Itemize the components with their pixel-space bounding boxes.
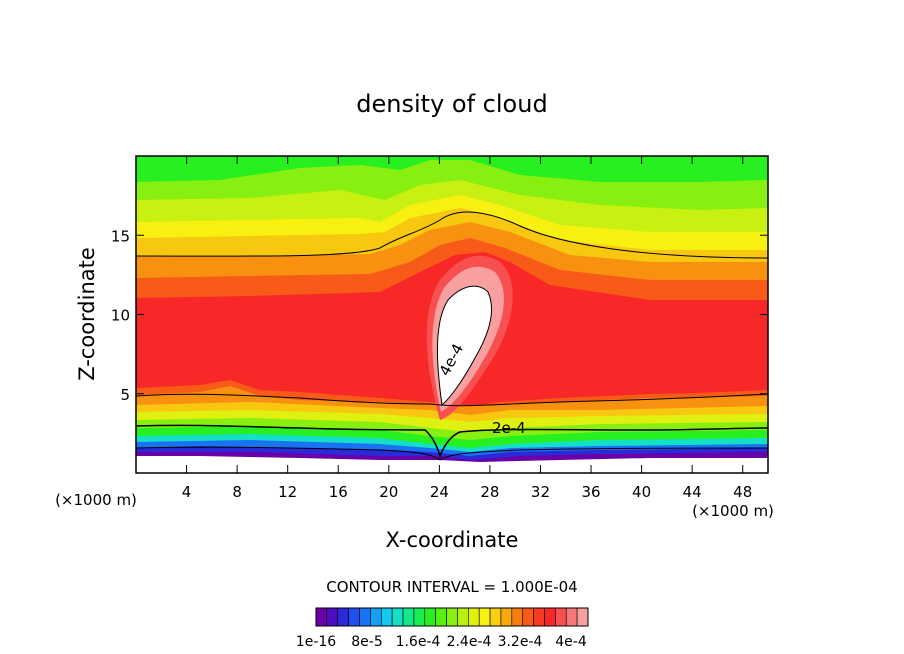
x-axis-label: X-coordinate: [386, 528, 519, 552]
x-tick-label: 8: [232, 483, 242, 501]
colorbar-swatch: [337, 607, 349, 627]
colorbar-swatch: [544, 607, 556, 627]
colorbar-swatch: [380, 607, 393, 627]
x-tick-label: 48: [733, 483, 752, 501]
colorbar-label: 4e-4: [555, 634, 587, 650]
colorbar-label: 3.2e-4: [498, 634, 543, 650]
colorbar-swatch: [511, 607, 524, 627]
colorbar-swatch: [435, 607, 447, 627]
colorbar-swatch: [576, 607, 589, 627]
x-tick-label: 4: [182, 483, 192, 501]
contour-field: [136, 156, 768, 473]
colorbar-swatch: [402, 607, 415, 627]
x-tick-label: 28: [480, 483, 499, 501]
core-white-contour: [436, 285, 493, 406]
x-tick-label: 44: [683, 483, 702, 501]
x-tick-label: 40: [632, 483, 651, 501]
colorbar-swatch: [478, 607, 491, 627]
colorbar-swatch: [555, 607, 567, 627]
colorbar-swatch: [533, 607, 545, 627]
colorbar-swatch: [391, 607, 404, 627]
contour-line-middle: [136, 393, 768, 407]
contour-line-lower: [136, 446, 768, 461]
y-tick-label: 15: [111, 227, 130, 245]
y-axis-ticks: 5 10 15: [111, 227, 768, 404]
contour-interval-text: CONTOUR INTERVAL = 1.000E-04: [326, 578, 577, 596]
y-tick-label: 10: [111, 307, 130, 325]
y-axis-label: Z-coordinate: [75, 247, 99, 381]
band-bottom-white: [136, 456, 768, 473]
colorbar-swatch: [489, 607, 502, 627]
x-tick-label: 36: [581, 483, 600, 501]
colorbar-swatch: [348, 607, 360, 627]
colorbar: [315, 607, 589, 627]
colorbar-swatch: [315, 607, 328, 627]
colorbar-swatch: [359, 607, 371, 627]
colorbar-swatch: [370, 607, 382, 627]
contour-line-upper: [136, 211, 768, 259]
x-tick-label: 24: [430, 483, 449, 501]
colorbar-swatch: [565, 607, 578, 627]
x-unit-right: (×1000 m): [692, 502, 774, 520]
colorbar-swatch: [468, 607, 480, 627]
x-unit-left: (×1000 m): [55, 491, 137, 509]
colorbar-label: 8e-5: [351, 634, 382, 650]
x-tick-label: 16: [329, 483, 348, 501]
colorbar-labels: 1e-16 8e-5 1.6e-4 2.4e-4 3.2e-4 4e-4: [296, 634, 587, 650]
x-tick-label: 32: [531, 483, 550, 501]
colorbar-swatch: [413, 607, 426, 627]
colorbar-swatch: [500, 607, 513, 627]
colorbar-swatch: [522, 607, 534, 627]
colorbar-swatch: [424, 607, 436, 627]
colorbar-swatch: [446, 607, 458, 627]
y-tick-label: 5: [120, 386, 130, 404]
chart-title: density of cloud: [356, 90, 547, 118]
x-tick-label: 20: [379, 483, 398, 501]
contour-line-2e-4: [136, 424, 768, 459]
colorbar-swatch: [326, 607, 339, 627]
x-axis-ticks: 4 8 12 16 20 24 28 32 36 40 44 48: [182, 156, 752, 501]
colorbar-frame: [315, 607, 589, 627]
contour-label-2e-4: 2e-4: [492, 419, 526, 437]
colorbar-label: 2.4e-4: [447, 634, 492, 650]
colorbar-swatch: [457, 607, 469, 627]
colorbar-label: 1.6e-4: [396, 634, 441, 650]
x-tick-label: 12: [278, 483, 297, 501]
colorbar-label: 1e-16: [296, 634, 336, 650]
